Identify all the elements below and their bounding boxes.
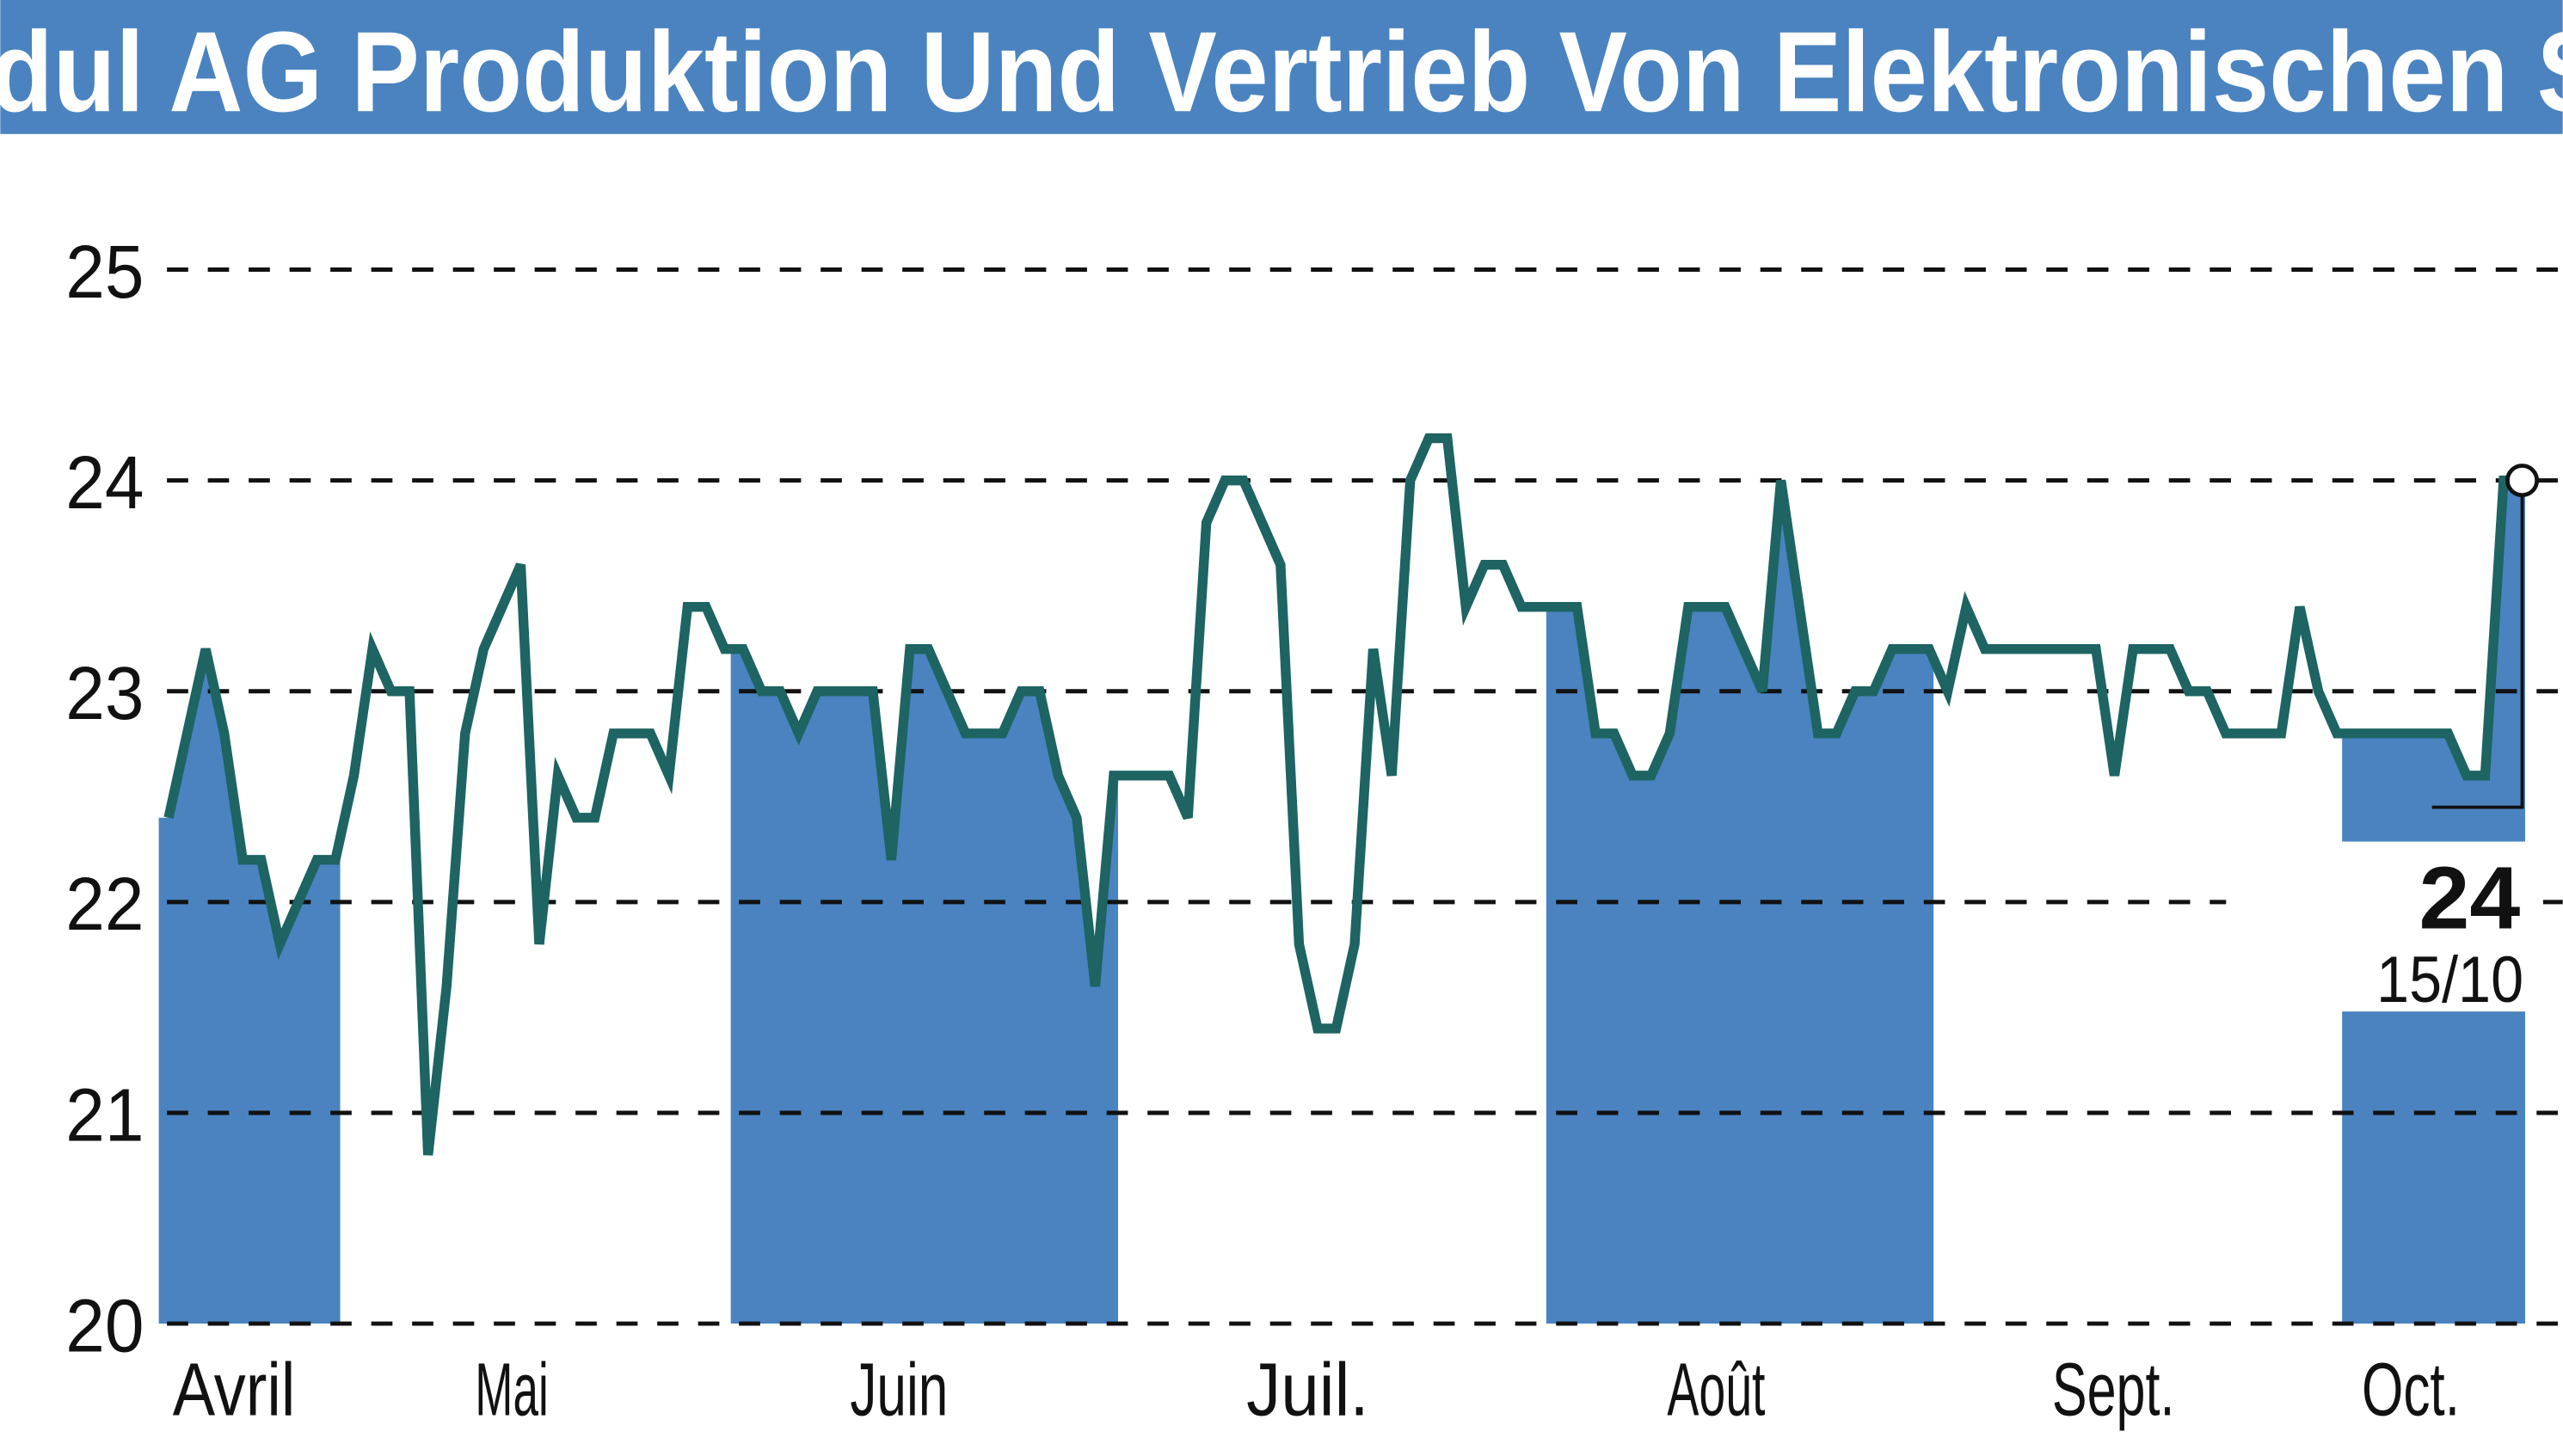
last-point-marker <box>2505 464 2540 498</box>
x-tick-label: Oct. <box>2362 1347 2460 1431</box>
month-band-edge <box>158 817 170 1324</box>
month-band <box>1546 438 1934 1324</box>
price-line <box>163 433 2523 1156</box>
month-bands <box>169 438 2525 1324</box>
month-band <box>2342 438 2525 1324</box>
x-tick-label: Juil. <box>1246 1347 1369 1431</box>
title-bar <box>0 0 2563 134</box>
label-cutout <box>2333 841 2527 1012</box>
last-value-label: 24 <box>2419 848 2520 947</box>
x-tick-label: Juin <box>850 1347 948 1431</box>
month-band <box>730 438 1118 1324</box>
gridlines <box>167 267 2563 1326</box>
x-tick-label: Août <box>1667 1347 1765 1431</box>
y-tick-label: 20 <box>65 1283 144 1367</box>
y-tick-label: 22 <box>65 862 144 946</box>
month-band <box>169 438 341 1324</box>
x-axis-labels: Avril Mai Juin Juil. Août Sept. Oct. <box>173 1347 2460 1431</box>
y-tick-label: 23 <box>65 651 144 735</box>
x-tick-label: Avril <box>173 1347 296 1431</box>
y-tick-label: 24 <box>65 440 144 525</box>
x-tick-label: Sept. <box>2052 1347 2175 1431</box>
chart-title: dul AG Produktion Und Vertrieb Von Elekt… <box>0 9 2563 136</box>
x-tick-label: Mai <box>475 1347 549 1431</box>
last-value-leader <box>2431 495 2524 809</box>
y-tick-label: 21 <box>65 1072 144 1157</box>
y-tick-label: 25 <box>65 230 144 314</box>
y-axis-labels: 20 21 22 23 24 25 <box>65 230 144 1368</box>
last-date-label: 15/10 <box>2376 943 2523 1017</box>
